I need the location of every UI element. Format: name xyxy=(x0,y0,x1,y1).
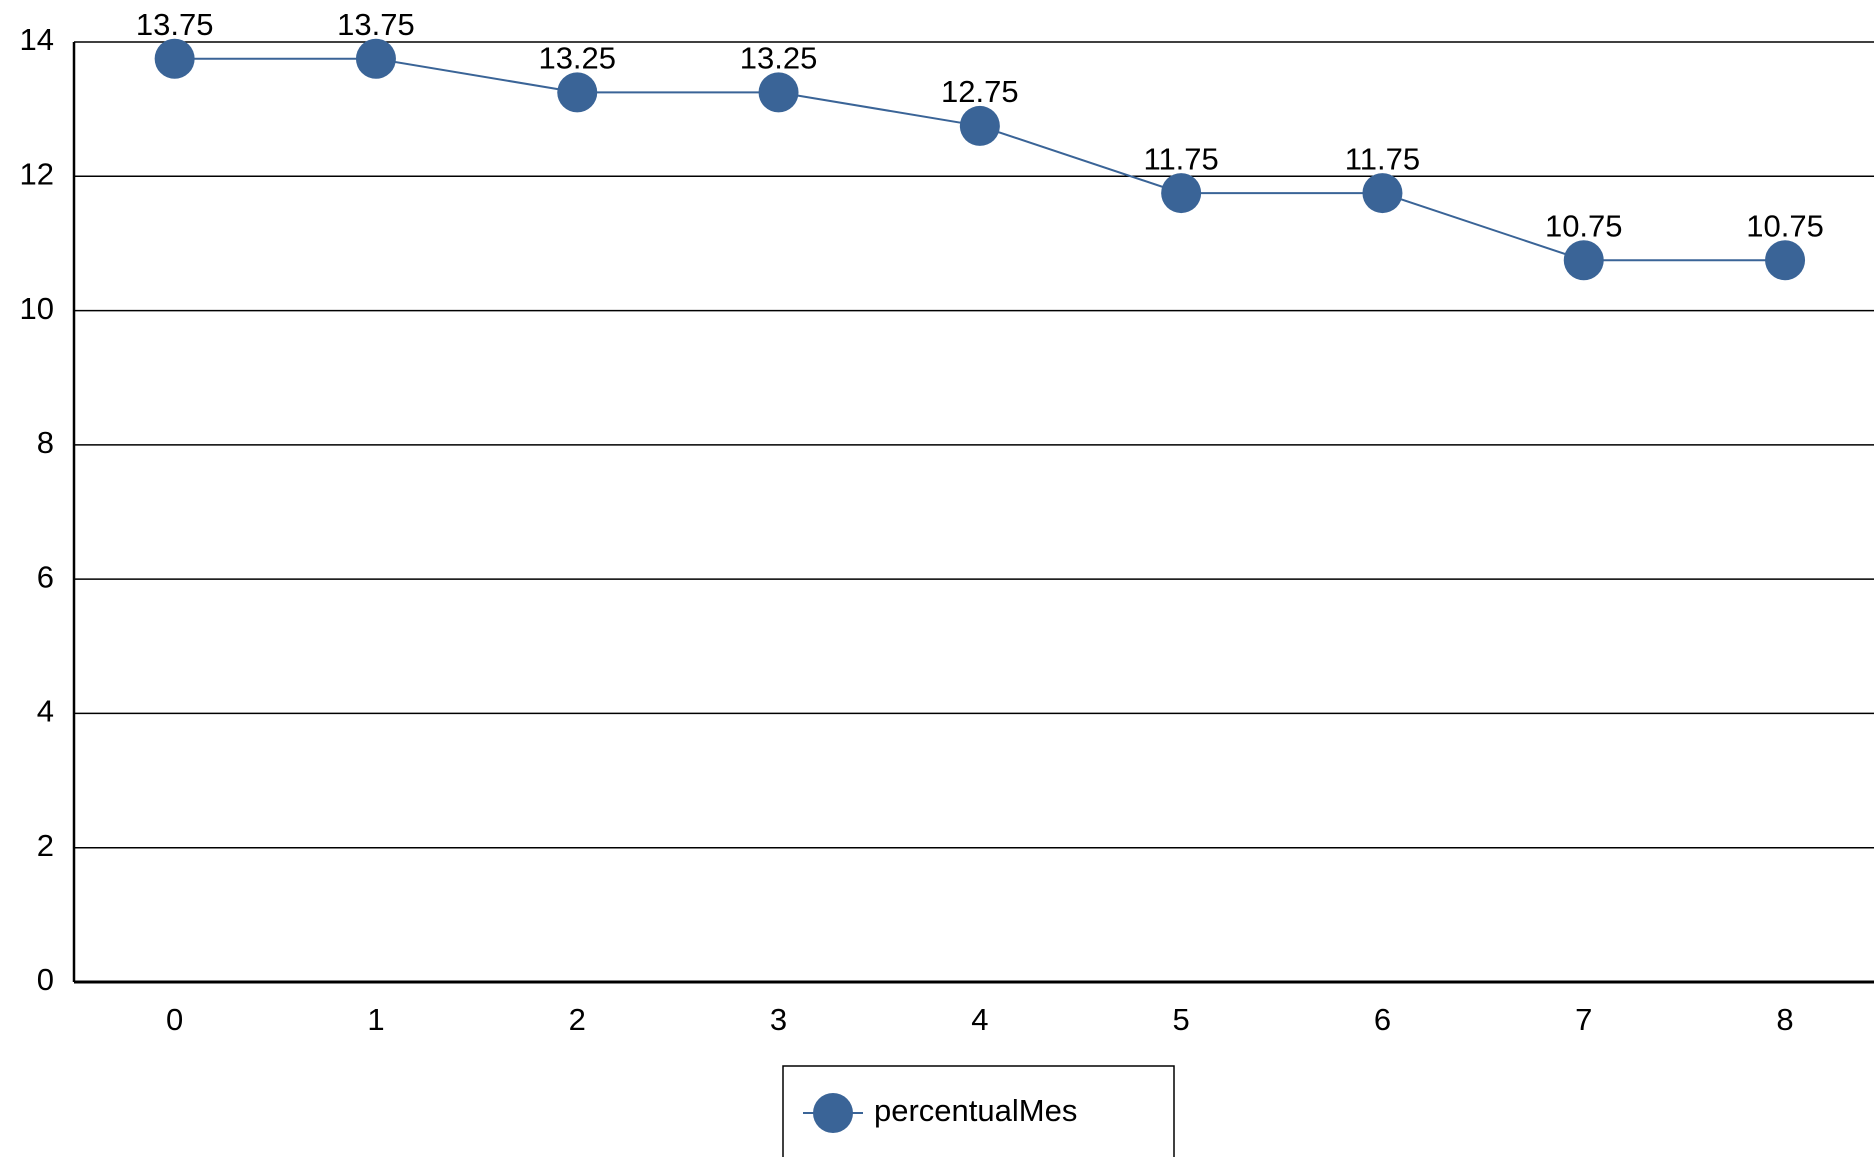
marker xyxy=(1362,173,1403,214)
data-label: 13.75 xyxy=(136,7,214,42)
y-tick-label: 8 xyxy=(37,425,54,460)
x-tick-label: 4 xyxy=(971,1002,988,1037)
legend-label: percentualMes xyxy=(874,1093,1077,1128)
x-tick-label: 5 xyxy=(1173,1002,1190,1037)
marker xyxy=(1161,173,1202,214)
y-tick-label: 2 xyxy=(37,828,54,863)
y-tick-label: 0 xyxy=(37,962,54,997)
data-label: 10.75 xyxy=(1746,208,1824,243)
y-tick-label: 12 xyxy=(20,156,54,191)
data-label: 12.75 xyxy=(941,74,1019,109)
marker xyxy=(355,38,396,79)
y-tick-label: 6 xyxy=(37,559,54,594)
data-label: 10.75 xyxy=(1545,208,1623,243)
x-tick-label: 1 xyxy=(367,1002,384,1037)
y-tick-label: 4 xyxy=(37,694,54,729)
marker xyxy=(758,72,799,113)
marker xyxy=(557,72,598,113)
marker xyxy=(1563,240,1604,281)
legend-marker xyxy=(813,1093,853,1133)
marker xyxy=(1765,240,1806,281)
marker xyxy=(154,38,195,79)
data-label: 11.75 xyxy=(1144,141,1219,176)
x-tick-label: 7 xyxy=(1575,1002,1592,1037)
x-tick-label: 6 xyxy=(1374,1002,1391,1037)
y-tick-label: 14 xyxy=(20,22,54,57)
x-tick-label: 2 xyxy=(569,1002,586,1037)
y-tick-label: 10 xyxy=(20,291,54,326)
data-label: 11.75 xyxy=(1345,141,1420,176)
x-tick-label: 0 xyxy=(166,1002,183,1037)
data-label: 13.25 xyxy=(538,41,616,76)
data-label: 13.25 xyxy=(740,41,818,76)
x-tick-label: 3 xyxy=(770,1002,787,1037)
data-label: 13.75 xyxy=(337,7,415,42)
x-tick-label: 8 xyxy=(1776,1002,1793,1037)
marker xyxy=(959,105,1000,146)
